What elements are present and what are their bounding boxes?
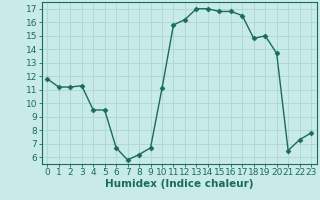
X-axis label: Humidex (Indice chaleur): Humidex (Indice chaleur) [105, 179, 253, 189]
